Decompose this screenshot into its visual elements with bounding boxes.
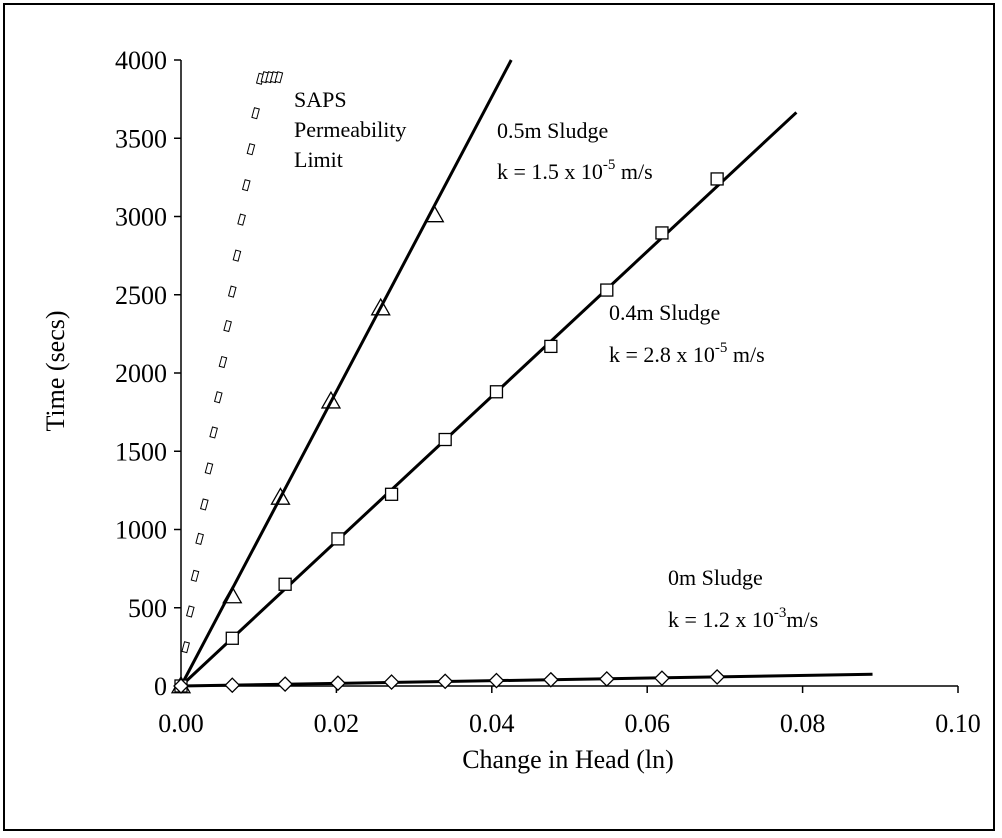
limit-dot bbox=[246, 143, 256, 156]
limit-dot bbox=[199, 498, 209, 511]
x-tick-label: 0.06 bbox=[624, 709, 670, 738]
x-tick-label: 0.02 bbox=[314, 709, 360, 738]
y-axis-title: Time (secs) bbox=[41, 310, 70, 431]
y-tick-label: 1000 bbox=[115, 516, 167, 545]
square-marker bbox=[600, 283, 614, 297]
limit-dot bbox=[227, 285, 237, 298]
limit-dot bbox=[190, 569, 200, 582]
x-tick-label: 0.04 bbox=[469, 709, 515, 738]
square-marker bbox=[489, 385, 504, 399]
sludge-0-k: k = 1.2 x 10-3m/s bbox=[668, 605, 818, 632]
diamond-marker bbox=[654, 670, 670, 687]
axes: 0.00 0.02 0.04 0.06 0.08 0.10 0 500 1000 1500 2000… bbox=[115, 46, 981, 738]
square-marker bbox=[710, 172, 724, 186]
diamond-marker bbox=[542, 671, 559, 688]
fit-line-square bbox=[179, 111, 798, 688]
limit-dot bbox=[251, 107, 260, 120]
saps-label-line-2: Permeability bbox=[294, 117, 406, 142]
limit-dot bbox=[181, 641, 190, 654]
square-marker bbox=[544, 339, 558, 354]
diamond-marker bbox=[598, 671, 615, 687]
diamond-marker bbox=[437, 673, 454, 690]
limit-dot bbox=[209, 426, 218, 439]
sludge-0-k-unit: m/s bbox=[786, 607, 818, 632]
diamond-marker bbox=[383, 674, 400, 691]
saps-label: SAPS Permeability Limit bbox=[294, 87, 412, 172]
fit-line-triangle bbox=[179, 59, 513, 687]
sludge-04-k-exp: -5 bbox=[715, 340, 728, 356]
triangle-marker bbox=[320, 390, 342, 409]
y-tick-label: 1500 bbox=[115, 437, 167, 466]
x-axis-title: Change in Head (ln) bbox=[462, 745, 674, 774]
diamond-marker bbox=[173, 678, 189, 694]
fit-lines bbox=[179, 59, 873, 688]
sludge-05-k-exp: -5 bbox=[603, 157, 616, 173]
triangle-marker bbox=[270, 487, 291, 505]
limit-dot bbox=[274, 71, 284, 84]
sludge-04-label: 0.4m Sludge bbox=[609, 300, 720, 325]
sludge-05-label: 0.5m Sludge bbox=[497, 118, 608, 143]
square-marker bbox=[438, 432, 452, 447]
diamond-marker bbox=[224, 677, 241, 694]
y-tick-label: 0 bbox=[154, 672, 167, 701]
square-marker bbox=[331, 532, 345, 546]
square-marker bbox=[225, 631, 239, 645]
x-tick-label: 0.10 bbox=[935, 709, 981, 738]
y-tick-label: 2500 bbox=[115, 281, 167, 310]
y-tick-label: 3000 bbox=[115, 203, 167, 232]
y-tick-label: 4000 bbox=[115, 46, 167, 75]
limit-dot bbox=[204, 462, 214, 475]
square-marker bbox=[384, 487, 399, 501]
limit-dot bbox=[213, 391, 223, 404]
diamond-marker bbox=[330, 675, 346, 692]
sludge-0-k-exp: -3 bbox=[774, 605, 787, 621]
sludge-04-k-prefix: k = 2.8 x 10 bbox=[609, 342, 715, 367]
limit-dot bbox=[232, 249, 242, 262]
sludge-0-label: 0m Sludge bbox=[668, 565, 763, 590]
saps-label-line-1: SAPS bbox=[294, 87, 347, 112]
sludge-04-k: k = 2.8 x 10-5 m/s bbox=[609, 340, 765, 367]
triangle-marker bbox=[222, 585, 243, 604]
square-marker bbox=[655, 226, 669, 240]
fit-line-diamond bbox=[180, 672, 873, 688]
limit-dot bbox=[237, 213, 246, 226]
diamond-marker bbox=[277, 676, 294, 693]
x-tick-label: 0.08 bbox=[780, 709, 826, 738]
sludge-04-k-unit: m/s bbox=[727, 342, 764, 367]
saps-label-line-3: Limit bbox=[294, 147, 343, 172]
chart-frame bbox=[3, 3, 995, 831]
limit-dot bbox=[241, 179, 251, 192]
limit-dot bbox=[218, 355, 228, 369]
limit-dot bbox=[223, 319, 232, 333]
sludge-0-k-prefix: k = 1.2 x 10 bbox=[668, 607, 774, 632]
x-tick-label: 0.00 bbox=[158, 709, 204, 738]
triangle-marker bbox=[424, 204, 445, 223]
y-tick-label: 2000 bbox=[115, 359, 167, 388]
square-marker bbox=[278, 577, 292, 591]
y-tick-label: 3500 bbox=[115, 124, 167, 153]
y-tick-label: 500 bbox=[128, 594, 167, 623]
sludge-05-k-unit: m/s bbox=[615, 159, 652, 184]
sludge-05-k-prefix: k = 1.5 x 10 bbox=[497, 159, 603, 184]
data-markers bbox=[170, 71, 726, 694]
limit-dot bbox=[195, 532, 204, 545]
limit-dot bbox=[186, 605, 195, 618]
sludge-05-k: k = 1.5 x 10-5 m/s bbox=[497, 157, 653, 184]
diamond-marker bbox=[709, 669, 726, 685]
triangle-marker bbox=[370, 297, 391, 316]
diamond-marker bbox=[488, 672, 505, 689]
